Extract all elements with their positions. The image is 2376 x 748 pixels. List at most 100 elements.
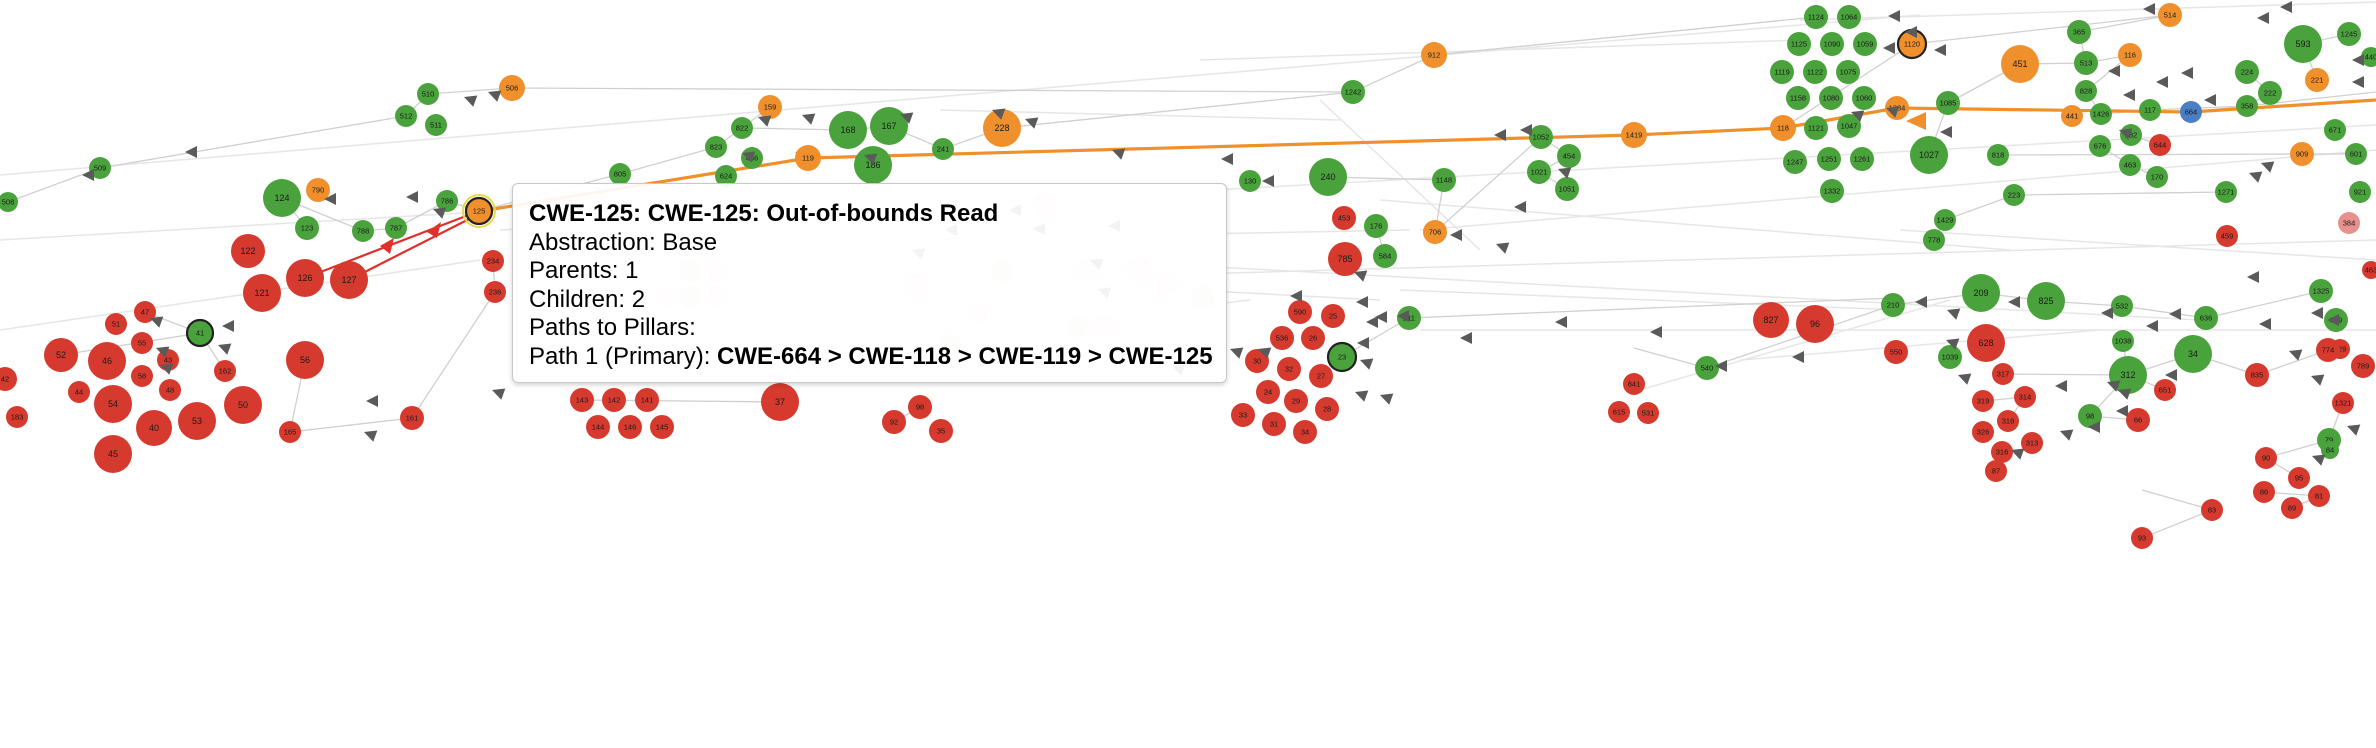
- graph-node-35[interactable]: 35: [929, 419, 953, 443]
- graph-node-835[interactable]: 835: [2245, 363, 2269, 387]
- graph-node-145[interactable]: 145: [650, 415, 674, 439]
- graph-node-319[interactable]: 319: [1972, 390, 1994, 412]
- graph-node-636[interactable]: 636: [2194, 306, 2218, 330]
- graph-node-1251[interactable]: 1251: [1817, 147, 1841, 171]
- graph-node-58[interactable]: 58: [131, 365, 153, 387]
- graph-node-24[interactable]: 24: [1256, 380, 1280, 404]
- graph-node-124[interactable]: 124: [263, 179, 301, 217]
- graph-node-234[interactable]: 234: [482, 250, 504, 272]
- graph-node-628[interactable]: 628: [1967, 324, 2005, 362]
- graph-node-1125[interactable]: 1125: [1787, 32, 1811, 56]
- graph-node-26[interactable]: 26: [1301, 326, 1325, 350]
- graph-node-34[interactable]: 34: [1293, 420, 1317, 444]
- graph-node-316[interactable]: 316: [1991, 441, 2013, 463]
- graph-node-584[interactable]: 584: [1373, 244, 1397, 268]
- graph-node-1247[interactable]: 1247: [1783, 150, 1807, 174]
- graph-node-240[interactable]: 240: [1309, 158, 1347, 196]
- graph-node-454[interactable]: 454: [1557, 144, 1581, 168]
- graph-node-1021[interactable]: 1021: [1527, 160, 1551, 184]
- graph-node-118[interactable]: 118: [1770, 115, 1796, 141]
- graph-node-90[interactable]: 90: [2255, 447, 2277, 469]
- graph-node-116[interactable]: 116: [2118, 43, 2142, 67]
- graph-node-778[interactable]: 778: [1923, 229, 1945, 251]
- graph-node-52[interactable]: 52: [44, 338, 78, 372]
- graph-node-818[interactable]: 818: [1987, 144, 2009, 166]
- graph-node-318[interactable]: 318: [1997, 410, 2019, 432]
- graph-node-593[interactable]: 593: [2284, 25, 2322, 63]
- graph-node-1242[interactable]: 1242: [1341, 80, 1365, 104]
- graph-node-1124[interactable]: 1124: [1804, 5, 1828, 29]
- graph-node-127[interactable]: 127: [330, 261, 368, 299]
- graph-node-32[interactable]: 32: [1277, 357, 1301, 381]
- graph-node-1325[interactable]: 1325: [2309, 279, 2333, 303]
- graph-node-23[interactable]: 23: [1326, 341, 1358, 373]
- graph-node-66[interactable]: 66: [2126, 408, 2150, 432]
- graph-node-1060[interactable]: 1060: [1852, 86, 1876, 110]
- graph-node-28[interactable]: 28: [1315, 397, 1339, 421]
- graph-node-167[interactable]: 167: [870, 107, 908, 145]
- graph-node-1122[interactable]: 1122: [1803, 60, 1827, 84]
- graph-node-441[interactable]: 441: [2061, 105, 2083, 127]
- graph-node-774[interactable]: 774: [2316, 338, 2340, 362]
- graph-node-828[interactable]: 828: [2075, 80, 2097, 102]
- graph-node-37[interactable]: 37: [761, 383, 799, 421]
- graph-node-1261[interactable]: 1261: [1850, 147, 1874, 171]
- graph-node-512[interactable]: 512: [395, 105, 417, 127]
- graph-node-159[interactable]: 159: [758, 95, 782, 119]
- graph-node-34b[interactable]: 34: [2174, 335, 2212, 373]
- graph-node-822[interactable]: 822: [731, 117, 753, 139]
- graph-node-1027[interactable]: 1027: [1910, 136, 1948, 174]
- graph-node-146[interactable]: 146: [618, 415, 642, 439]
- graph-node-365[interactable]: 365: [2067, 20, 2091, 44]
- graph-node-827[interactable]: 827: [1753, 302, 1789, 338]
- graph-node-119[interactable]: 119: [795, 145, 821, 171]
- graph-node-550[interactable]: 550: [1884, 340, 1908, 364]
- graph-node-130[interactable]: 130: [1239, 170, 1261, 192]
- graph-node-241[interactable]: 241: [932, 138, 954, 160]
- graph-node-29[interactable]: 29: [1284, 389, 1308, 413]
- graph-node-222[interactable]: 222: [2258, 81, 2282, 105]
- graph-node-168[interactable]: 168: [829, 111, 867, 149]
- graph-node-162[interactable]: 162: [214, 360, 236, 382]
- graph-node-314[interactable]: 314: [2014, 386, 2036, 408]
- graph-node-92[interactable]: 92: [882, 410, 906, 434]
- graph-node-463[interactable]: 463: [2119, 154, 2141, 176]
- graph-node-42[interactable]: 42: [0, 367, 17, 391]
- graph-node-912[interactable]: 912: [1421, 42, 1447, 68]
- graph-node-83[interactable]: 83: [2201, 499, 2223, 521]
- graph-node-1419[interactable]: 1419: [1621, 122, 1647, 148]
- graph-node-186[interactable]: 186: [854, 146, 892, 184]
- graph-node-459[interactable]: 459: [2216, 225, 2238, 247]
- graph-node-210[interactable]: 210: [1881, 293, 1905, 317]
- graph-node-615[interactable]: 615: [1608, 401, 1630, 423]
- graph-node-98[interactable]: 98: [908, 395, 932, 419]
- graph-node-651[interactable]: 651: [2154, 379, 2176, 401]
- graph-node-789[interactable]: 789: [2351, 354, 2375, 378]
- graph-node-141[interactable]: 141: [635, 388, 659, 412]
- graph-node-1245[interactable]: 1245: [2337, 22, 2361, 46]
- graph-node-126[interactable]: 126: [286, 259, 324, 297]
- graph-node-805[interactable]: 805: [609, 163, 631, 185]
- graph-node-224[interactable]: 224: [2235, 60, 2259, 84]
- graph-node-823[interactable]: 823: [705, 136, 727, 158]
- graph-node-56[interactable]: 56: [286, 341, 324, 379]
- graph-node-1121[interactable]: 1121: [1804, 116, 1828, 140]
- graph-node-1321[interactable]: 1321: [2332, 392, 2354, 414]
- graph-node-50[interactable]: 50: [224, 386, 262, 424]
- graph-node-170[interactable]: 170: [2146, 166, 2168, 188]
- graph-node-1039[interactable]: 1039: [1938, 345, 1962, 369]
- graph-node-221[interactable]: 221: [2305, 68, 2329, 92]
- graph-node-25[interactable]: 25: [1321, 304, 1345, 328]
- graph-node-223[interactable]: 223: [2003, 184, 2025, 206]
- graph-node-788[interactable]: 788: [352, 220, 374, 242]
- graph-node-676[interactable]: 676: [2089, 135, 2111, 157]
- graph-node-33[interactable]: 33: [1231, 403, 1255, 427]
- graph-node-706[interactable]: 706: [1423, 220, 1447, 244]
- graph-node-51[interactable]: 51: [105, 313, 127, 335]
- graph-node-183[interactable]: 183: [6, 406, 28, 428]
- graph-node-664[interactable]: 664: [2180, 101, 2202, 123]
- graph-node-55[interactable]: 55: [131, 332, 153, 354]
- graph-node-510[interactable]: 510: [417, 83, 439, 105]
- graph-node-96[interactable]: 96: [1796, 305, 1834, 343]
- graph-node-1332[interactable]: 1332: [1820, 179, 1844, 203]
